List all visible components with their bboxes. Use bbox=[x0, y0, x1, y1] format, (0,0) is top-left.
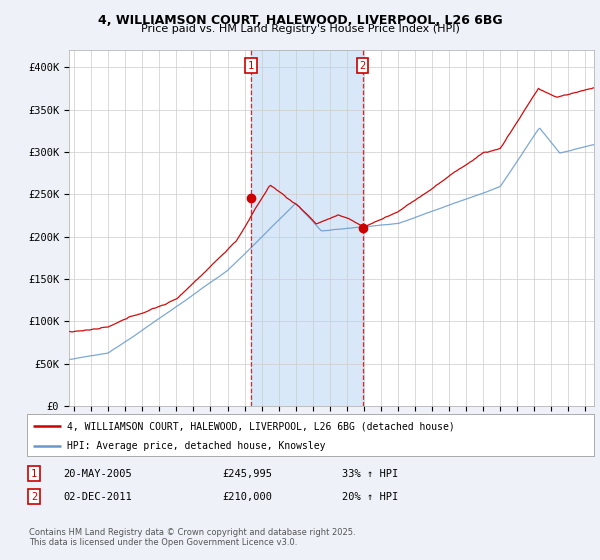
Text: £210,000: £210,000 bbox=[222, 492, 272, 502]
Text: 20-MAY-2005: 20-MAY-2005 bbox=[63, 469, 132, 479]
Text: Contains HM Land Registry data © Crown copyright and database right 2025.
This d: Contains HM Land Registry data © Crown c… bbox=[29, 528, 355, 547]
Text: £245,995: £245,995 bbox=[222, 469, 272, 479]
Text: 1: 1 bbox=[248, 60, 254, 71]
Text: 20% ↑ HPI: 20% ↑ HPI bbox=[342, 492, 398, 502]
Text: Price paid vs. HM Land Registry's House Price Index (HPI): Price paid vs. HM Land Registry's House … bbox=[140, 24, 460, 34]
Text: 4, WILLIAMSON COURT, HALEWOOD, LIVERPOOL, L26 6BG: 4, WILLIAMSON COURT, HALEWOOD, LIVERPOOL… bbox=[98, 14, 502, 27]
Text: 1: 1 bbox=[31, 469, 37, 479]
Text: 02-DEC-2011: 02-DEC-2011 bbox=[63, 492, 132, 502]
Bar bbox=[251, 50, 362, 406]
Text: 2: 2 bbox=[31, 492, 37, 502]
Text: 33% ↑ HPI: 33% ↑ HPI bbox=[342, 469, 398, 479]
Text: 4, WILLIAMSON COURT, HALEWOOD, LIVERPOOL, L26 6BG (detached house): 4, WILLIAMSON COURT, HALEWOOD, LIVERPOOL… bbox=[67, 421, 454, 431]
Text: HPI: Average price, detached house, Knowsley: HPI: Average price, detached house, Know… bbox=[67, 441, 325, 451]
Text: 2: 2 bbox=[359, 60, 365, 71]
